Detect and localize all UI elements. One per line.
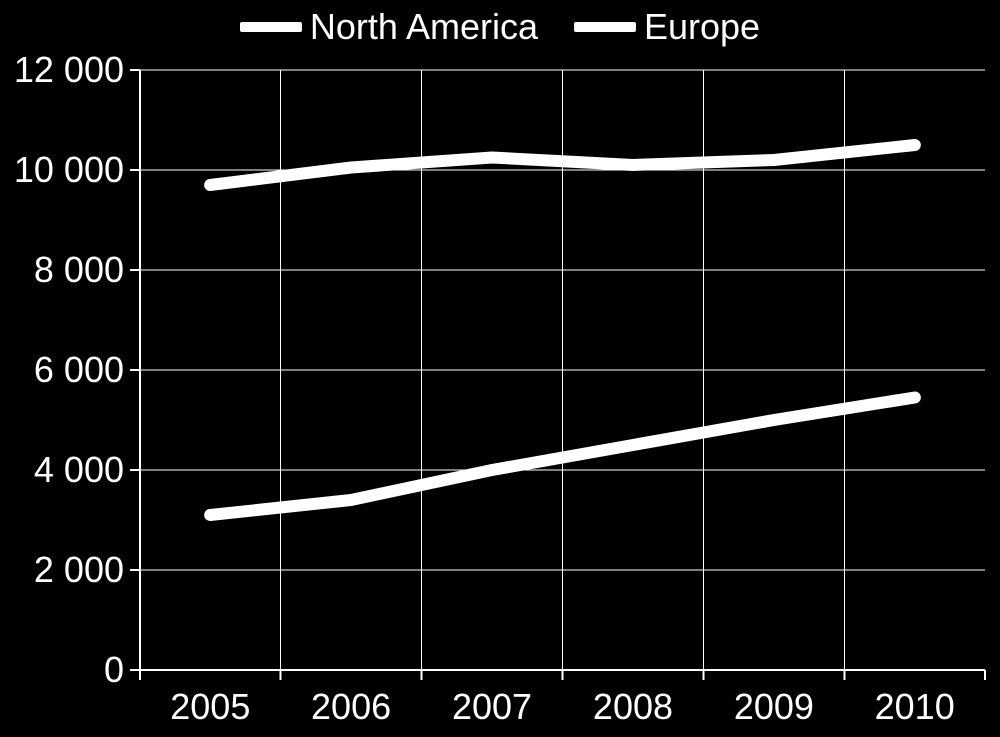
x-tick-label: 2010 [875, 686, 955, 728]
y-tick-label: 0 [104, 649, 124, 691]
x-tick-label: 2008 [593, 686, 673, 728]
x-tick-label: 2007 [452, 686, 532, 728]
x-tick-label: 2005 [170, 686, 250, 728]
chart-canvas [0, 0, 1000, 737]
x-tick-label: 2009 [734, 686, 814, 728]
x-tick-label: 2006 [311, 686, 391, 728]
y-tick-label: 10 000 [14, 149, 124, 191]
line-chart: North America Europe 0 2 000 4 000 6 000… [0, 0, 1000, 737]
y-tick-label: 6 000 [34, 349, 124, 391]
y-tick-label: 12 000 [14, 49, 124, 91]
y-tick-label: 4 000 [34, 449, 124, 491]
y-tick-label: 2 000 [34, 549, 124, 591]
y-tick-label: 8 000 [34, 249, 124, 291]
